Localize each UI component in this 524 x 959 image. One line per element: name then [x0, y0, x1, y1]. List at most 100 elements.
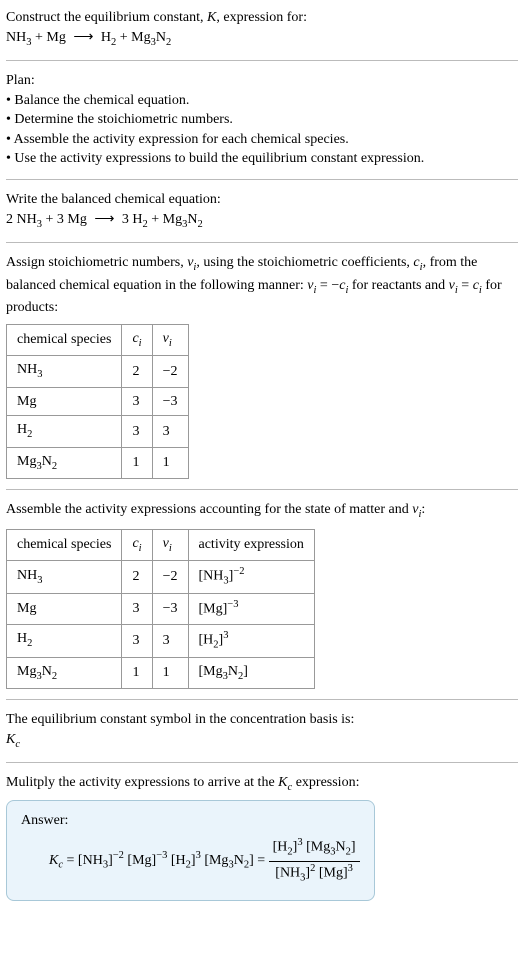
cell-nu: −2 — [152, 561, 188, 594]
t: for reactants and — [348, 278, 448, 293]
a: [NH — [199, 569, 224, 584]
col-activity: activity expression — [188, 529, 314, 560]
eq: = — [63, 853, 78, 868]
col-ci: ci — [122, 529, 152, 560]
section-divider — [6, 699, 518, 700]
a: [H — [199, 632, 214, 647]
sup: −3 — [156, 851, 167, 862]
cell-species: NH3 — [7, 561, 122, 594]
n: N — [335, 840, 345, 855]
sp: H — [17, 631, 27, 646]
cell-species: Mg — [7, 594, 122, 624]
denominator: [NH3]2 [Mg]3 — [269, 862, 360, 886]
sp: Mg — [17, 664, 36, 679]
term: [Mg — [204, 853, 228, 868]
table-header-row: chemical species ci νi activity expressi… — [7, 529, 315, 560]
cell-activity: [Mg]−3 — [188, 594, 314, 624]
eq-text: 2 NH — [6, 212, 37, 227]
cell-species: NH3 — [7, 356, 122, 387]
plan-item: Balance the chemical equation. — [6, 91, 518, 111]
cell-species: Mg3N2 — [7, 447, 122, 478]
cell-c: 2 — [122, 356, 152, 387]
answer-equation: Kc = [NH3]−2 [Mg]−3 [H2]3 [Mg3N2] = [H2]… — [21, 836, 360, 885]
eq-text: + Mg — [116, 30, 150, 45]
term: [NH — [78, 853, 103, 868]
assemble-section: Assemble the activity expressions accoun… — [6, 500, 518, 689]
sub: 2 — [52, 671, 57, 682]
prompt-section: Construct the equilibrium constant, K, e… — [6, 8, 518, 50]
t: Mulitply the activity expressions to arr… — [6, 775, 278, 790]
cell-c: 1 — [122, 447, 152, 478]
sup: 3 — [348, 863, 353, 874]
unbalanced-equation: NH3 + Mg ⟶ H2 + Mg3N2 — [6, 28, 518, 50]
multiply-text: Mulitply the activity expressions to arr… — [6, 773, 518, 795]
cell-nu: 1 — [152, 657, 188, 688]
activity-table: chemical species ci νi activity expressi… — [6, 529, 315, 690]
sub: 3 — [37, 369, 42, 380]
plan-item: Use the activity expressions to build th… — [6, 149, 518, 169]
sp: NH — [17, 568, 37, 583]
sub: 2 — [27, 638, 32, 649]
t: : — [421, 502, 425, 517]
sp: H — [17, 422, 27, 437]
table-row: Mg3N2 1 1 [Mg3N2] — [7, 657, 315, 688]
sp: Mg — [17, 394, 36, 409]
cell-c: 3 — [122, 416, 152, 447]
eqconst-symbol: Kc — [6, 730, 518, 752]
cell-nu: −2 — [152, 356, 188, 387]
cell-species: H2 — [7, 416, 122, 447]
cell-nu: −3 — [152, 387, 188, 416]
sub: i — [169, 543, 172, 554]
cell-activity: [NH3]−2 — [188, 561, 314, 594]
cell-nu: 1 — [152, 447, 188, 478]
cell-species: Mg — [7, 387, 122, 416]
balanced-section: Write the balanced chemical equation: 2 … — [6, 190, 518, 232]
eq-text: 3 H — [118, 212, 142, 227]
sp: N — [42, 454, 52, 469]
table-row: Mg3N2 1 1 — [7, 447, 189, 478]
multiply-section: Mulitply the activity expressions to arr… — [6, 773, 518, 900]
k: K — [6, 732, 15, 747]
fraction: [H2]3 [Mg3N2][NH3]2 [Mg]3 — [269, 836, 360, 885]
sub: i — [169, 337, 172, 348]
eq-text: + 3 Mg — [42, 212, 90, 227]
sp: Mg — [17, 454, 36, 469]
term: [Mg] — [127, 853, 156, 868]
cell-c: 2 — [122, 561, 152, 594]
eq-sub: 2 — [198, 218, 203, 229]
eq-species: NH — [6, 30, 26, 45]
assemble-text: Assemble the activity expressions accoun… — [6, 500, 518, 522]
table-row: NH3 2 −2 — [7, 356, 189, 387]
k: K — [278, 775, 287, 790]
assign-text: Assign stoichiometric numbers, νi, using… — [6, 253, 518, 318]
eq: = — [254, 853, 269, 868]
d: [Mg] — [319, 865, 348, 880]
table-row: H2 3 3 — [7, 416, 189, 447]
cell-c: 3 — [122, 624, 152, 657]
prompt-end: , expression for: — [216, 10, 307, 25]
stoich-table: chemical species ci νi NH3 2 −2 Mg 3 −3 … — [6, 324, 189, 480]
cell-species: H2 — [7, 624, 122, 657]
col-nui: νi — [152, 324, 188, 355]
n: ] — [351, 840, 356, 855]
table-row: H2 3 3 [H2]3 — [7, 624, 315, 657]
eqconst-text: The equilibrium constant symbol in the c… — [6, 710, 518, 730]
balanced-title: Write the balanced chemical equation: — [6, 190, 518, 210]
eq-text: N — [156, 30, 166, 45]
cell-nu: 3 — [152, 416, 188, 447]
plan-item: Determine the stoichiometric numbers. — [6, 110, 518, 130]
sp: Mg — [17, 601, 36, 616]
t: , using the stoichiometric coefficients, — [196, 255, 413, 270]
section-divider — [6, 489, 518, 490]
col-ci: ci — [122, 324, 152, 355]
sup: −3 — [227, 599, 238, 610]
cell-activity: [H2]3 — [188, 624, 314, 657]
table-header-row: chemical species ci νi — [7, 324, 189, 355]
sup: −2 — [233, 566, 244, 577]
table-row: Mg 3 −3 — [7, 387, 189, 416]
col-nui: νi — [152, 529, 188, 560]
table-row: NH3 2 −2 [NH3]−2 — [7, 561, 315, 594]
cell-nu: −3 — [152, 594, 188, 624]
cell-nu: 3 — [152, 624, 188, 657]
k: K — [49, 853, 58, 868]
